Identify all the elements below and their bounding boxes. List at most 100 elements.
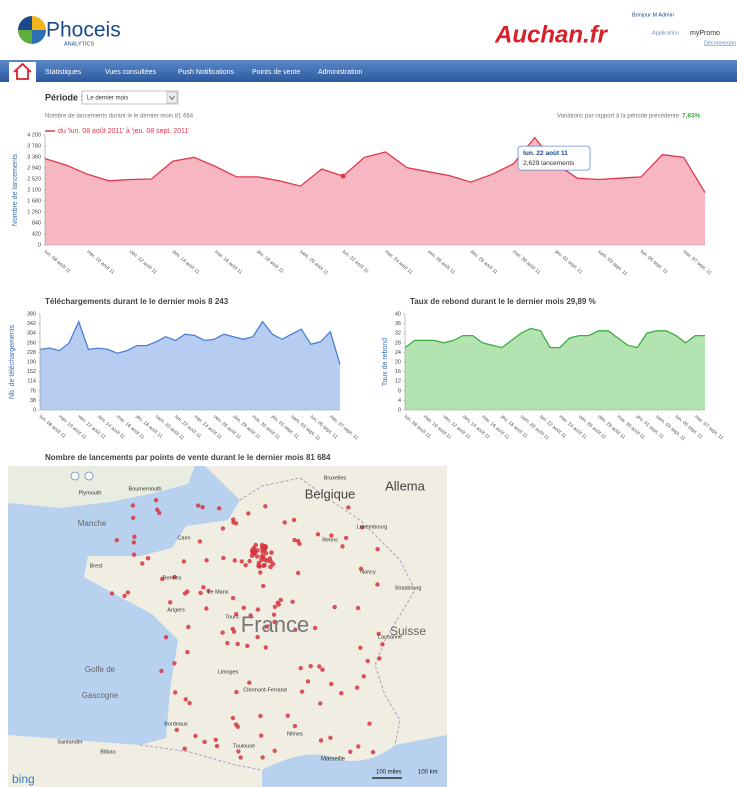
store-dots [109, 498, 385, 760]
store-dot [332, 604, 337, 610]
line [404, 327, 705, 349]
store-dot [220, 526, 226, 531]
store-dot [221, 555, 226, 561]
chart-title: Taux de rebond durant le le dernier mois… [410, 297, 596, 306]
store-dot [186, 624, 191, 630]
y-tick-label: 152 [27, 369, 36, 375]
logout-link[interactable]: Déconnexion [704, 40, 736, 46]
chart-title: Téléchargements durant le le dernier moi… [45, 297, 229, 306]
store-dot [163, 635, 169, 640]
store-dot [214, 743, 220, 749]
map-label: Limoges [218, 669, 239, 675]
store-dot [263, 550, 269, 556]
store-dot [370, 750, 376, 755]
map-zoom[interactable] [70, 471, 94, 481]
map-label: Bordeaux [164, 721, 188, 727]
home-tab[interactable] [9, 62, 36, 82]
map-label: Plymouth [79, 490, 102, 496]
tooltip-text: 2,629 lancements [523, 160, 575, 167]
store-dot [264, 624, 270, 629]
store-dot [268, 559, 274, 564]
store-dot [320, 667, 325, 672]
x-tick-label: ven. 12 août 11 [128, 249, 158, 276]
store-dot [168, 600, 173, 605]
period-select[interactable] [81, 90, 179, 105]
y-tick-label: 3 360 [27, 154, 41, 160]
land-continent [8, 466, 447, 787]
x-tick-label: mar. 16 août 11 [213, 249, 243, 276]
x-tick-label: jeu. 18 août 11 [255, 248, 285, 274]
store-dot [109, 591, 115, 596]
map-label: Rennes [163, 575, 182, 581]
map-label: France [241, 612, 309, 637]
store-dot [278, 597, 283, 603]
store-dot [182, 746, 187, 751]
nav-item[interactable]: Points de vente [252, 69, 300, 76]
store-dot [318, 738, 324, 743]
store-dot [375, 547, 380, 552]
sea-mediterranean [262, 735, 447, 787]
y-tick-label: 12 [395, 379, 401, 385]
store-dot [248, 613, 253, 618]
store-dot [131, 515, 136, 520]
store-dot [230, 626, 235, 632]
logo-subtitle: ANALYTICS [64, 41, 94, 47]
store-dot [157, 510, 162, 516]
tooltip [517, 145, 591, 171]
store-dot [259, 554, 265, 559]
y-tick-label: 76 [30, 388, 36, 394]
store-dot [275, 600, 280, 605]
store-dot [233, 722, 239, 727]
scale-miles: 100 miles [376, 770, 402, 776]
store-dot [340, 544, 345, 549]
x-tick-label: mer. 24 août 11 [384, 249, 414, 276]
store-dot [131, 552, 137, 557]
y-tick-label: 380 [27, 311, 36, 317]
highlight-point [340, 173, 346, 179]
store-dot [375, 582, 380, 587]
store-dot [173, 690, 178, 695]
nav-item[interactable]: Vues consultées [105, 69, 157, 76]
x-tick-label: mer. 10 août 11 [85, 249, 115, 276]
store-dot [262, 545, 268, 551]
store-dot [145, 556, 151, 561]
app-name[interactable]: myPromo [690, 30, 720, 37]
x-tick-label: jeu. 01 sept. 11 [553, 248, 584, 275]
store-dot [255, 634, 260, 640]
map-label: Toulouse [233, 743, 255, 749]
store-dot [155, 507, 160, 512]
store-dot [358, 566, 364, 571]
map-label: Le Mans [207, 589, 228, 595]
store-dot [295, 570, 301, 576]
store-dot [187, 700, 192, 706]
greeting: Bonjour M Admin [632, 12, 674, 18]
y-tick-label: 420 [32, 231, 41, 237]
store-dot [251, 551, 257, 557]
map-label: Golfe de [85, 665, 116, 674]
map-label: Bruxelles [324, 475, 347, 481]
nav-item[interactable]: Administration [318, 69, 362, 76]
map-label: Bilbao [100, 749, 115, 755]
store-dot [272, 619, 277, 625]
y-tick-label: 2 940 [27, 165, 41, 171]
store-dot [305, 679, 311, 684]
map[interactable]: Belgique Allema France Suisse Manche Golfe de… [8, 466, 447, 787]
store-dot [239, 559, 244, 564]
store-dot [114, 538, 120, 543]
home-icon [13, 62, 32, 80]
store-dot [160, 576, 165, 582]
scale-km: 100 km [418, 770, 438, 776]
store-dot [297, 541, 302, 546]
store-dot [377, 656, 382, 661]
store-dot [380, 642, 385, 647]
store-dot [346, 505, 351, 510]
x-tick-label: dim. 28 août 11 [469, 249, 499, 276]
nav-item[interactable]: Statistiques [45, 69, 82, 76]
nav-item[interactable]: Push Notifications [178, 69, 235, 76]
map-label: Angers [167, 607, 185, 613]
period-label: Période : [45, 92, 84, 102]
y-axis-label: Nombre de lancements [12, 153, 19, 226]
store-dot [282, 520, 287, 525]
store-dot [299, 689, 305, 694]
y-tick-label: 4 [398, 398, 401, 404]
